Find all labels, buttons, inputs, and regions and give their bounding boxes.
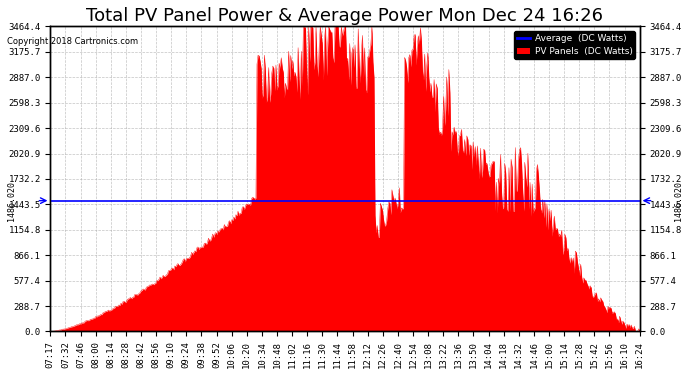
- Text: 1486.020: 1486.020: [7, 181, 16, 220]
- Text: 1486.020: 1486.020: [674, 181, 683, 220]
- Text: Copyright 2018 Cartronics.com: Copyright 2018 Cartronics.com: [7, 38, 138, 46]
- Title: Total PV Panel Power & Average Power Mon Dec 24 16:26: Total PV Panel Power & Average Power Mon…: [86, 7, 604, 25]
- Legend: Average  (DC Watts), PV Panels  (DC Watts): Average (DC Watts), PV Panels (DC Watts): [514, 31, 635, 59]
